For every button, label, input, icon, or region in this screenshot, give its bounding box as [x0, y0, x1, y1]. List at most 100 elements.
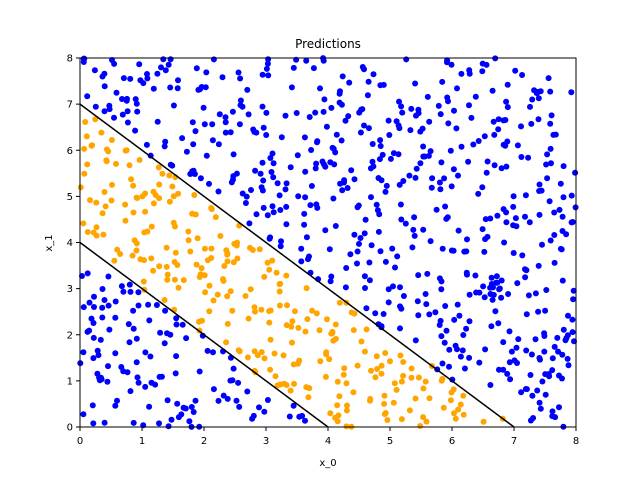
point-class-0 — [106, 326, 113, 333]
point-class-1 — [114, 246, 121, 253]
point-class-0 — [260, 204, 267, 211]
point-class-0 — [527, 372, 534, 378]
point-class-0 — [154, 70, 161, 77]
point-class-1 — [221, 263, 228, 269]
point-class-0 — [190, 141, 197, 148]
point-class-0 — [283, 221, 290, 228]
point-class-0 — [114, 397, 120, 404]
point-class-1 — [408, 374, 415, 381]
point-class-1 — [334, 402, 341, 409]
point-class-0 — [572, 169, 579, 176]
point-class-0 — [470, 141, 477, 148]
point-class-1 — [291, 308, 298, 315]
point-class-0 — [112, 350, 119, 357]
point-class-0 — [249, 415, 256, 422]
point-class-1 — [309, 307, 316, 314]
point-class-0 — [127, 75, 134, 82]
point-class-0 — [228, 179, 235, 186]
point-class-0 — [186, 418, 193, 425]
point-class-1 — [185, 228, 192, 235]
point-class-1 — [358, 338, 365, 345]
point-class-0 — [248, 187, 254, 193]
point-class-0 — [366, 277, 373, 284]
point-class-0 — [465, 158, 472, 165]
point-class-1 — [111, 257, 118, 264]
point-class-0 — [466, 67, 473, 74]
point-class-1 — [423, 418, 430, 425]
point-class-0 — [157, 329, 164, 336]
point-class-0 — [91, 293, 97, 300]
point-class-0 — [536, 399, 543, 406]
point-class-0 — [559, 277, 566, 284]
point-class-0 — [411, 214, 418, 221]
point-class-0 — [290, 64, 297, 71]
point-class-0 — [503, 209, 510, 216]
point-class-0 — [153, 302, 160, 308]
point-class-0 — [299, 412, 306, 419]
point-class-0 — [127, 388, 134, 395]
point-class-0 — [536, 181, 543, 188]
point-class-1 — [367, 397, 373, 404]
boundary-line-0 — [79, 241, 329, 428]
point-class-0 — [193, 65, 200, 72]
point-class-0 — [94, 370, 101, 377]
point-class-0 — [146, 403, 153, 410]
point-class-0 — [135, 289, 142, 296]
point-class-1 — [220, 276, 226, 283]
point-class-0 — [251, 128, 258, 135]
point-class-0 — [398, 103, 405, 110]
point-class-1 — [99, 210, 106, 217]
point-class-0 — [397, 303, 403, 310]
point-class-0 — [101, 70, 108, 77]
point-class-0 — [269, 150, 276, 157]
point-class-1 — [378, 370, 385, 377]
point-class-0 — [437, 111, 444, 118]
point-class-0 — [303, 57, 310, 64]
point-class-0 — [230, 173, 237, 180]
point-class-1 — [224, 320, 231, 327]
point-class-0 — [356, 240, 362, 247]
point-class-0 — [288, 84, 295, 91]
point-class-1 — [455, 406, 462, 413]
point-class-1 — [329, 328, 336, 335]
point-class-0 — [547, 88, 554, 95]
point-class-1 — [161, 297, 168, 303]
y-tick-label: 3 — [67, 284, 73, 295]
point-class-0 — [229, 108, 236, 115]
point-class-0 — [493, 273, 500, 280]
point-class-0 — [84, 328, 91, 335]
x-tick-label: 8 — [573, 436, 579, 447]
point-class-0 — [386, 132, 393, 138]
point-class-0 — [487, 284, 494, 291]
point-class-0 — [423, 301, 430, 308]
point-class-1 — [235, 347, 242, 354]
point-class-1 — [289, 339, 295, 346]
point-class-1 — [187, 248, 194, 255]
point-class-0 — [506, 359, 513, 366]
point-class-0 — [482, 216, 489, 223]
point-class-0 — [183, 335, 190, 342]
point-class-0 — [568, 192, 575, 199]
point-class-0 — [522, 192, 529, 199]
point-class-0 — [357, 235, 364, 241]
point-class-1 — [230, 259, 237, 266]
point-class-0 — [361, 230, 368, 237]
point-class-0 — [219, 74, 226, 81]
point-class-1 — [273, 269, 280, 276]
point-class-0 — [420, 226, 427, 233]
point-class-1 — [136, 157, 143, 163]
point-class-0 — [483, 169, 490, 176]
point-class-0 — [373, 201, 380, 208]
point-class-1 — [284, 302, 290, 309]
point-class-1 — [327, 410, 334, 417]
point-class-0 — [514, 280, 521, 287]
point-class-0 — [510, 250, 517, 256]
point-class-0 — [215, 141, 222, 148]
point-class-0 — [197, 175, 204, 182]
point-class-0 — [312, 109, 319, 116]
point-class-0 — [503, 98, 510, 105]
point-class-0 — [523, 347, 530, 354]
point-class-1 — [281, 380, 288, 387]
point-class-0 — [392, 264, 398, 271]
point-class-0 — [167, 84, 174, 91]
